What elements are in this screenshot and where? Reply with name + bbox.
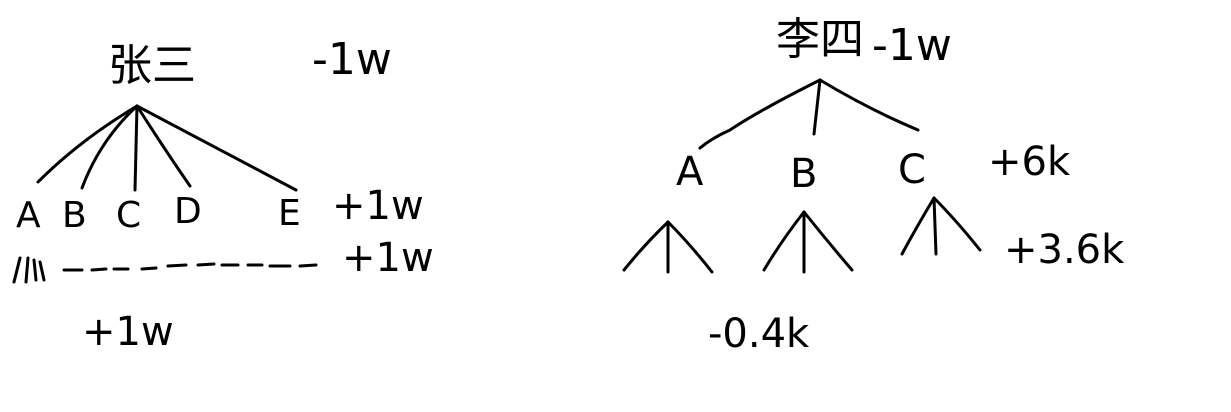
right-fan-c: [900, 196, 982, 256]
left-child-e: E: [278, 193, 301, 234]
left-root-value: -1w: [312, 34, 392, 85]
right-child-b: B: [790, 151, 818, 197]
right-child-c: C: [898, 147, 926, 193]
left-child-b: B: [62, 195, 87, 236]
left-children-value: +1w: [332, 183, 424, 229]
left-total: +1w: [82, 309, 174, 355]
right-root-name: 李四: [776, 14, 864, 65]
left-child-d: D: [174, 191, 202, 232]
left-child-c: C: [116, 195, 142, 236]
right-fan-b: [762, 210, 854, 274]
right-children-value: +6k: [988, 139, 1071, 185]
right-total: -0.4k: [708, 311, 810, 357]
right-root-edges: [698, 78, 920, 150]
right-root-value: -1w: [872, 20, 952, 71]
left-grandchildren-value: +1w: [342, 235, 434, 281]
left-root-edges: [36, 104, 298, 192]
right-fan-a: [622, 220, 714, 274]
left-child-a: A: [16, 195, 41, 236]
left-grandchildren-row: [12, 256, 318, 284]
right-grandchildren-value: +3.6k: [1004, 227, 1125, 273]
left-root-name: 张三: [108, 40, 196, 91]
right-child-a: A: [676, 149, 704, 195]
